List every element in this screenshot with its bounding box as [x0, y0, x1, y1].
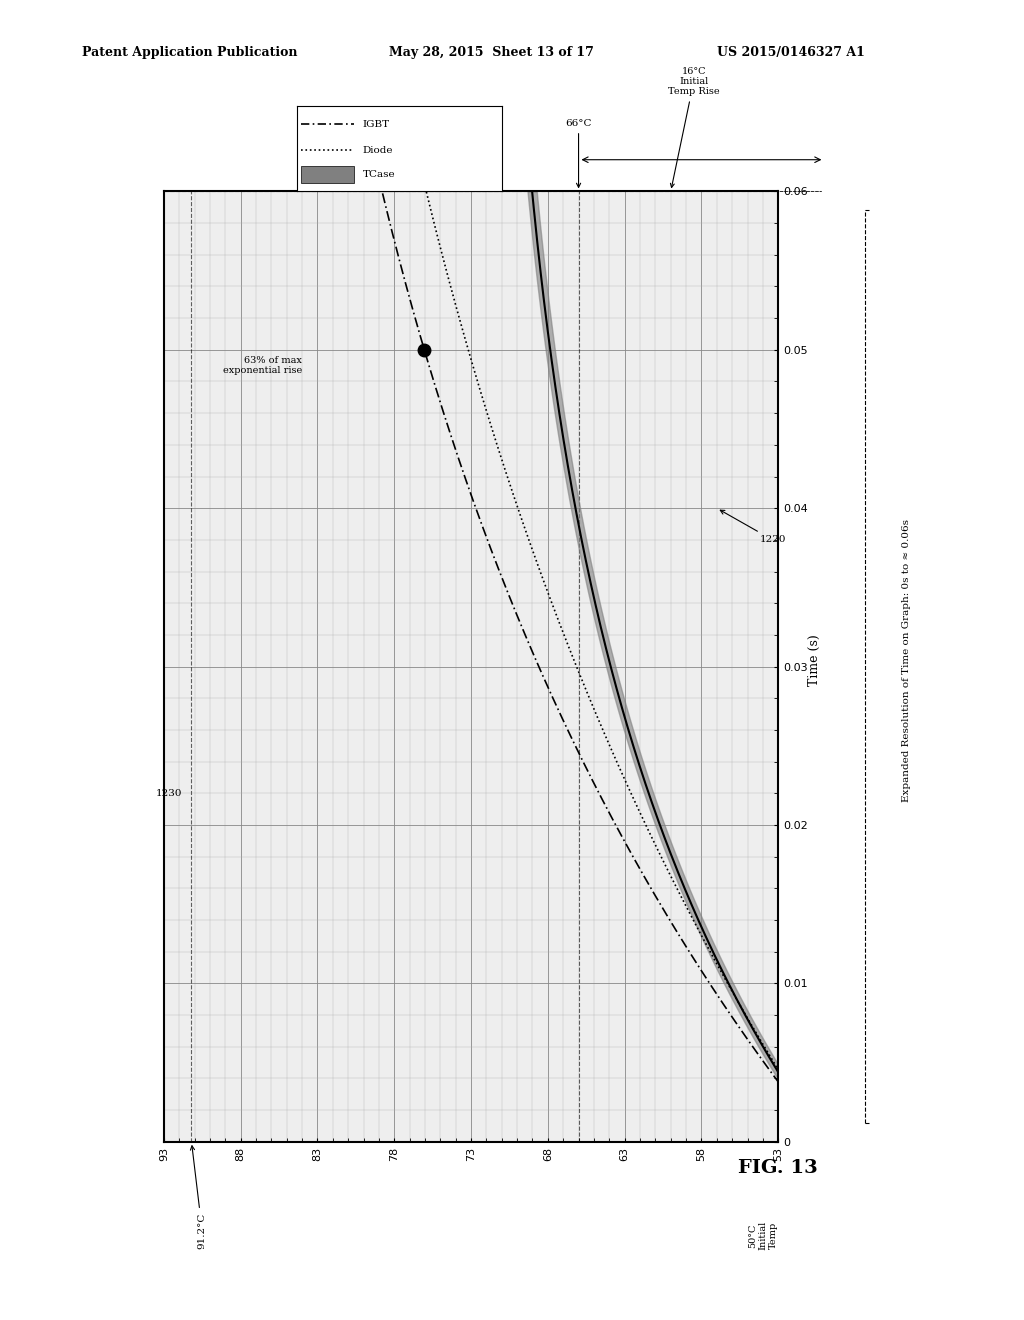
Text: 66°C: 66°C	[565, 119, 592, 187]
Text: Patent Application Publication: Patent Application Publication	[82, 46, 297, 59]
Bar	[301, 166, 354, 183]
Text: IGBT: IGBT	[362, 120, 389, 129]
Text: 1230: 1230	[157, 789, 182, 797]
Text: FIG. 13: FIG. 13	[738, 1159, 818, 1177]
Text: 91.2°C: 91.2°C	[190, 1146, 207, 1250]
Text: 16°C
Initial
Temp Rise: 16°C Initial Temp Rise	[668, 66, 720, 187]
Text: May 28, 2015  Sheet 13 of 17: May 28, 2015 Sheet 13 of 17	[389, 46, 594, 59]
Text: 50°C
Initial
Temp: 50°C Initial Temp	[748, 1221, 778, 1250]
Text: US 2015/0146327 A1: US 2015/0146327 A1	[717, 46, 864, 59]
Text: 63% of max
exponential rise: 63% of max exponential rise	[223, 356, 302, 375]
Text: Diode: Diode	[362, 145, 393, 154]
Text: Expanded Resolution of Time on Graph: 0s to ≈ 0.06s: Expanded Resolution of Time on Graph: 0s…	[902, 519, 910, 801]
Text: 1220: 1220	[720, 511, 786, 544]
Text: TCase: TCase	[362, 170, 395, 178]
Text: Time (s): Time (s)	[808, 634, 820, 686]
